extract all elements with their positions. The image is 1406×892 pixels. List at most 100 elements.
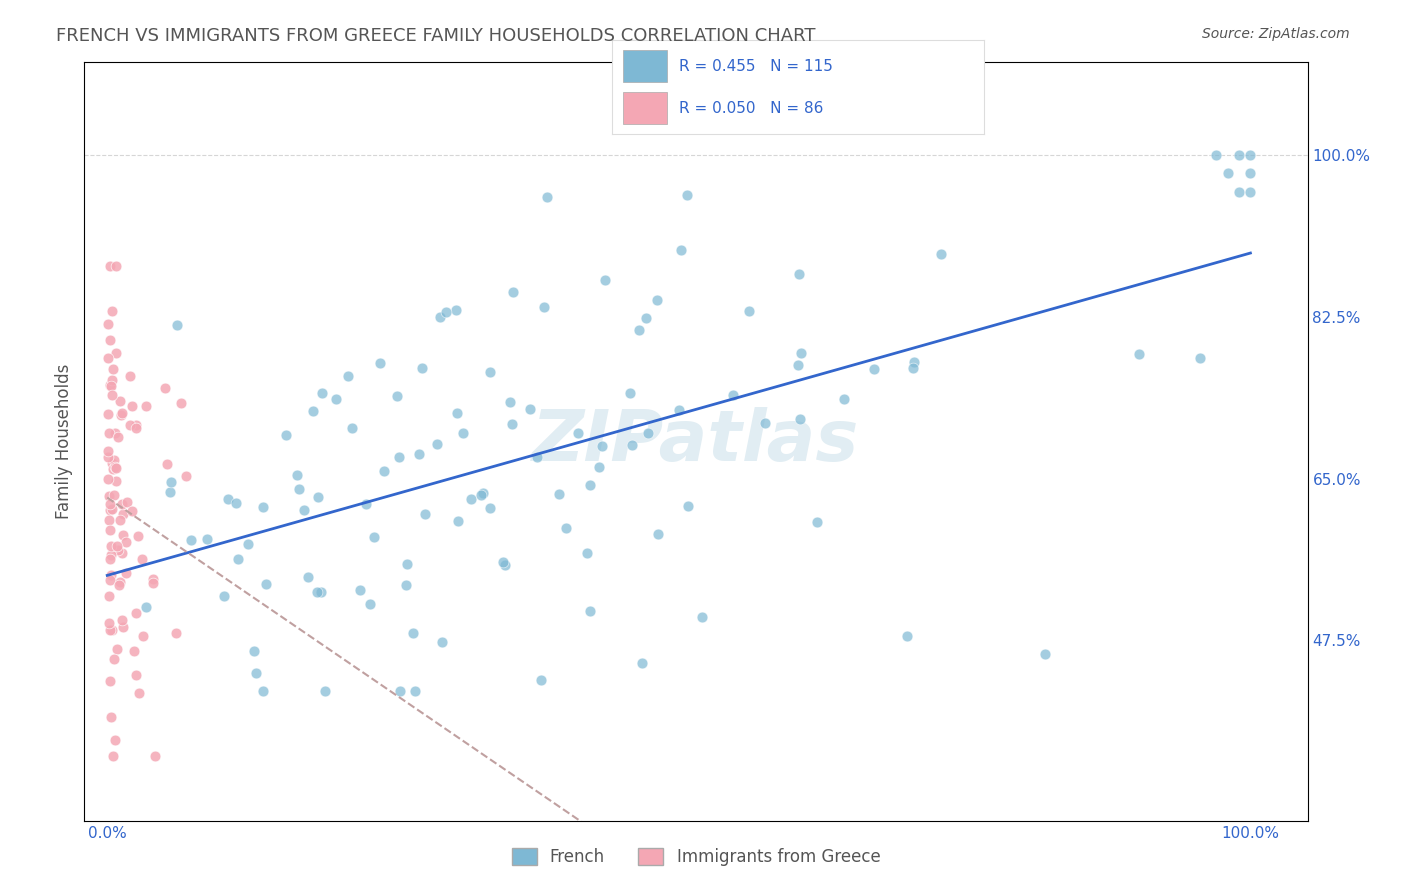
French [1216, 166, 1239, 180]
French [342, 421, 364, 435]
Immigrants from Greece [98, 489, 121, 503]
French [336, 369, 359, 384]
French [789, 267, 811, 281]
French [447, 514, 470, 528]
Immigrants from Greece [111, 613, 134, 627]
Immigrants from Greece [125, 668, 148, 682]
French [588, 460, 610, 475]
French [314, 684, 336, 698]
Immigrants from Greece [120, 369, 142, 384]
Immigrants from Greece [101, 624, 124, 638]
Immigrants from Greece [97, 407, 120, 421]
French [288, 482, 311, 496]
Immigrants from Greece [127, 528, 149, 542]
French [631, 657, 654, 671]
French [896, 629, 918, 643]
French [526, 450, 548, 465]
French [302, 403, 325, 417]
French [408, 447, 430, 461]
French [645, 293, 668, 308]
Immigrants from Greece [104, 346, 127, 360]
Immigrants from Greece [101, 456, 124, 470]
French [1227, 185, 1250, 199]
French [425, 437, 447, 451]
French [929, 247, 952, 261]
French [349, 582, 371, 597]
French [647, 527, 669, 541]
Immigrants from Greece [108, 394, 131, 409]
French [547, 487, 569, 501]
French [243, 644, 266, 658]
French [676, 188, 699, 202]
French [1188, 351, 1211, 365]
Immigrants from Greece [174, 468, 197, 483]
Immigrants from Greece [121, 399, 143, 413]
Immigrants from Greece [124, 644, 146, 658]
Immigrants from Greece [97, 351, 120, 366]
French [446, 407, 468, 421]
Immigrants from Greece [101, 388, 124, 402]
Immigrants from Greece [100, 539, 122, 553]
French [252, 500, 274, 515]
French [307, 490, 329, 504]
French [671, 243, 693, 257]
Immigrants from Greece [105, 641, 128, 656]
French [806, 515, 828, 529]
French [354, 497, 377, 511]
Immigrants from Greece [97, 450, 120, 465]
Immigrants from Greece [131, 552, 153, 566]
French [790, 345, 813, 359]
Immigrants from Greece [107, 542, 129, 557]
French [460, 492, 482, 507]
Immigrants from Greece [142, 576, 165, 591]
French [373, 464, 395, 478]
Text: FRENCH VS IMMIGRANTS FROM GREECE FAMILY HOUSEHOLDS CORRELATION CHART: FRENCH VS IMMIGRANTS FROM GREECE FAMILY … [56, 27, 815, 45]
French [388, 450, 411, 465]
French [430, 635, 453, 649]
Immigrants from Greece [98, 333, 121, 347]
French [637, 425, 659, 440]
French [274, 428, 297, 442]
French [494, 558, 516, 573]
Immigrants from Greece [98, 497, 121, 511]
French [593, 273, 616, 287]
French [429, 310, 451, 325]
French [519, 401, 541, 416]
French [690, 610, 713, 624]
French [166, 318, 188, 332]
French [676, 500, 699, 514]
Immigrants from Greece [142, 572, 165, 586]
French [212, 589, 235, 603]
Immigrants from Greece [103, 652, 125, 666]
Immigrants from Greece [101, 373, 124, 387]
Immigrants from Greece [98, 552, 121, 566]
French [1033, 647, 1056, 661]
French [575, 546, 598, 560]
Immigrants from Greece [111, 406, 134, 420]
French [363, 530, 385, 544]
French [385, 389, 408, 403]
Immigrants from Greece [128, 686, 150, 700]
Immigrants from Greece [108, 578, 131, 592]
Immigrants from Greece [125, 421, 148, 435]
Immigrants from Greece [100, 568, 122, 582]
Immigrants from Greece [98, 259, 121, 273]
French [395, 578, 418, 592]
Immigrants from Greece [98, 503, 121, 517]
French [135, 600, 157, 615]
Immigrants from Greece [98, 426, 121, 441]
French [311, 385, 333, 400]
Immigrants from Greece [97, 318, 120, 332]
French [903, 355, 925, 369]
French [499, 395, 522, 409]
Immigrants from Greece [100, 549, 122, 563]
Immigrants from Greece [101, 361, 124, 376]
Immigrants from Greece [115, 495, 138, 509]
French [668, 403, 690, 417]
French [359, 597, 381, 611]
French [159, 484, 181, 499]
French [434, 305, 457, 319]
Immigrants from Greece [97, 472, 120, 486]
French [529, 673, 551, 687]
French [396, 557, 419, 571]
